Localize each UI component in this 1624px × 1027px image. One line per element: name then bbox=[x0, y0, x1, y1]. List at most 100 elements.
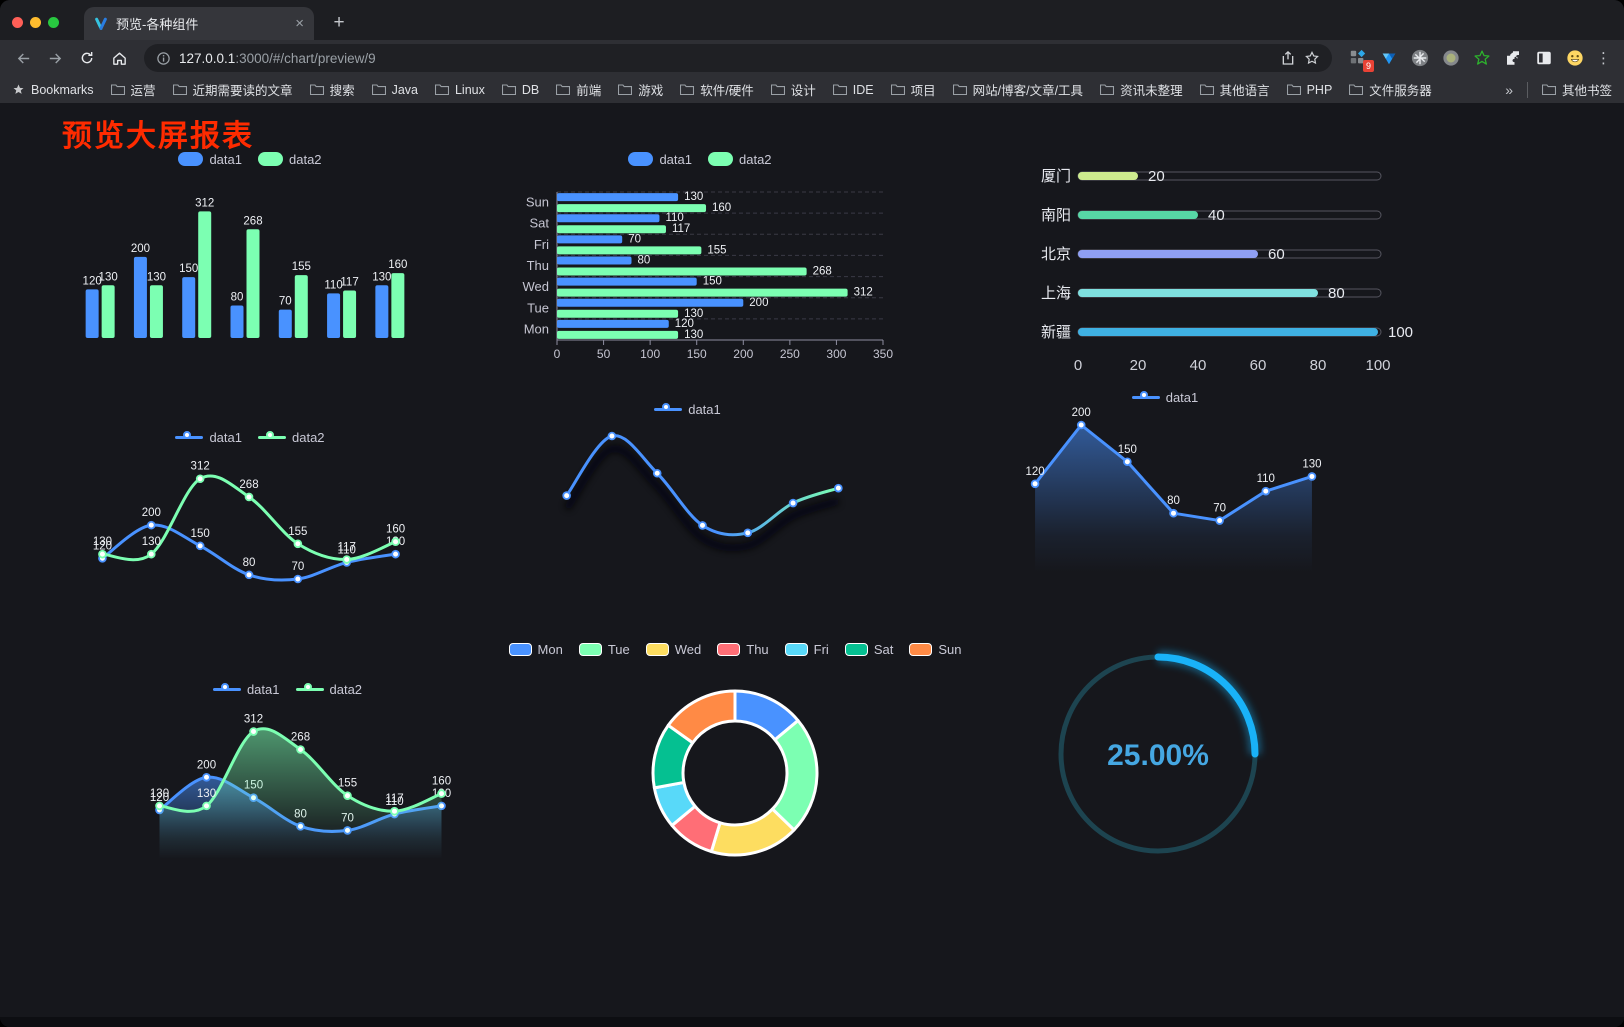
grid-extension-icon[interactable]: 9 bbox=[1348, 48, 1374, 72]
folder-icon bbox=[1100, 84, 1115, 95]
bookmark-item[interactable]: 其他语言 bbox=[1199, 80, 1270, 99]
bookmarks-overflow-icon[interactable]: » bbox=[1505, 81, 1513, 98]
svg-text:200: 200 bbox=[197, 759, 216, 771]
back-button[interactable] bbox=[10, 45, 36, 71]
legend-item[interactable]: Wed bbox=[645, 642, 701, 657]
legend-swatch bbox=[258, 431, 286, 444]
bookmark-item[interactable]: 项目 bbox=[890, 80, 936, 99]
svg-text:110: 110 bbox=[385, 796, 403, 808]
chart-legend: data1 data2 bbox=[40, 146, 460, 172]
svg-text:0: 0 bbox=[554, 347, 561, 361]
bookmark-item[interactable]: 文件服务器 bbox=[1349, 80, 1432, 99]
svg-text:厦门: 厦门 bbox=[1041, 168, 1071, 185]
legend-item[interactable]: data2 bbox=[258, 152, 322, 167]
svg-text:70: 70 bbox=[628, 233, 641, 245]
svg-text:312: 312 bbox=[195, 197, 214, 209]
svg-text:100: 100 bbox=[640, 347, 660, 361]
legend-item[interactable]: data1 bbox=[178, 152, 242, 167]
bookmarks-bar: Bookmarks 运营 近期需要读的文章 搜索 Java Linux DB 前端 游戏 软件/… bbox=[0, 76, 1624, 103]
pinwheel-extension-icon[interactable] bbox=[1410, 48, 1430, 68]
legend-item[interactable]: data2 bbox=[258, 430, 325, 445]
address-bar[interactable]: 127.0.0.1:3000/#/chart/preview/9 bbox=[144, 44, 1332, 72]
new-tab-button[interactable]: + bbox=[333, 12, 345, 33]
bookmarks-manager[interactable]: Bookmarks bbox=[12, 83, 94, 97]
legend-item[interactable]: data1 bbox=[175, 430, 242, 445]
folder-icon bbox=[832, 84, 847, 95]
legend-item[interactable]: data2 bbox=[295, 682, 362, 697]
legend-item[interactable]: data1 bbox=[628, 152, 692, 167]
legend-item[interactable]: Sat bbox=[844, 642, 893, 657]
record-extension-icon[interactable] bbox=[1441, 48, 1461, 68]
forward-button[interactable] bbox=[42, 45, 68, 71]
svg-text:新疆: 新疆 bbox=[1041, 324, 1071, 341]
emoji-extension-icon[interactable] bbox=[1565, 48, 1585, 68]
svg-text:312: 312 bbox=[191, 461, 210, 473]
gauge-chart-panel: 25.00% bbox=[1048, 642, 1268, 866]
tab-close-icon[interactable]: × bbox=[295, 15, 304, 32]
legend-item[interactable]: data1 bbox=[1131, 390, 1198, 405]
legend-item[interactable]: Sun bbox=[909, 642, 961, 657]
toolbar: 127.0.0.1:3000/#/chart/preview/9 9 bbox=[0, 40, 1624, 76]
bookmark-item[interactable]: PHP bbox=[1286, 80, 1332, 99]
home-button[interactable] bbox=[106, 45, 132, 71]
svg-text:100: 100 bbox=[1388, 324, 1413, 341]
close-window-button[interactable] bbox=[12, 17, 23, 28]
share-icon[interactable] bbox=[1280, 50, 1296, 66]
legend-swatch bbox=[708, 152, 733, 166]
legend-item[interactable]: Fri bbox=[784, 642, 829, 657]
legend-item[interactable]: Thu bbox=[717, 642, 769, 657]
bookmark-item[interactable]: 搜索 bbox=[309, 80, 355, 99]
svg-text:80: 80 bbox=[1167, 495, 1180, 507]
legend-item[interactable]: Mon bbox=[508, 642, 563, 657]
svg-text:80: 80 bbox=[231, 292, 244, 304]
bookmark-item[interactable]: 前端 bbox=[556, 80, 601, 99]
svg-text:200: 200 bbox=[749, 297, 768, 309]
star-icon[interactable] bbox=[1304, 50, 1320, 66]
svg-text:20: 20 bbox=[1148, 168, 1165, 185]
green-star-extension-icon[interactable] bbox=[1472, 48, 1492, 68]
svg-text:130: 130 bbox=[99, 271, 118, 283]
bookmark-item[interactable]: 网站/博客/文章/工具 bbox=[952, 80, 1083, 99]
divider bbox=[1526, 81, 1528, 98]
legend-item[interactable]: Tue bbox=[578, 642, 630, 657]
chart-legend: data1 data2 bbox=[100, 676, 475, 702]
bar-grouped-canvas: 120 200 150 80 70 110 130 130 130 312 268 155 117 160 bbox=[83, 197, 407, 338]
svg-text:268: 268 bbox=[813, 266, 832, 278]
browser-menu-icon[interactable]: ⋮ bbox=[1596, 50, 1611, 67]
url-text: 127.0.0.1:3000/#/chart/preview/9 bbox=[179, 50, 376, 66]
reload-button[interactable] bbox=[74, 45, 100, 71]
svg-text:120: 120 bbox=[1025, 466, 1044, 478]
svg-text:130: 130 bbox=[684, 308, 703, 320]
legend-item[interactable]: data1 bbox=[212, 682, 280, 697]
svg-text:130: 130 bbox=[684, 329, 703, 341]
folder-icon bbox=[1541, 84, 1556, 95]
bookmark-item[interactable]: IDE bbox=[832, 80, 874, 99]
legend-item[interactable]: data2 bbox=[708, 152, 772, 167]
other-bookmarks[interactable]: 其他书签 bbox=[1541, 80, 1612, 99]
info-icon[interactable] bbox=[156, 51, 171, 66]
svg-text:60: 60 bbox=[1268, 246, 1285, 263]
bookmark-item[interactable]: 近期需要读的文章 bbox=[172, 80, 293, 99]
bookmark-item[interactable]: 游戏 bbox=[618, 80, 663, 99]
bookmark-item[interactable]: DB bbox=[501, 80, 539, 99]
svg-text:130: 130 bbox=[684, 191, 703, 203]
minimize-window-button[interactable] bbox=[30, 17, 41, 28]
gem-extension-icon[interactable] bbox=[1379, 48, 1399, 68]
browser-tab[interactable]: 预览-各种组件 × bbox=[84, 7, 314, 40]
bookmark-item[interactable]: Linux bbox=[434, 80, 485, 99]
bookmark-item[interactable]: Java bbox=[371, 80, 418, 99]
bar-chart-panel: data1 data2 120 200 150 80 70 110 130 130 130 312 26… bbox=[40, 146, 460, 364]
puzzle-extensions-icon[interactable] bbox=[1503, 48, 1523, 68]
line-chart-panel: data1data2120200150807011013013013031226… bbox=[40, 424, 460, 639]
chart-legend: data1 data2 bbox=[40, 424, 460, 450]
sidebar-icon[interactable] bbox=[1534, 48, 1554, 68]
svg-text:150: 150 bbox=[687, 347, 707, 361]
bookmark-item[interactable]: 资讯未整理 bbox=[1100, 80, 1183, 99]
maximize-window-button[interactable] bbox=[48, 17, 59, 28]
svg-text:0: 0 bbox=[1074, 357, 1082, 374]
legend-item[interactable]: data1 bbox=[654, 402, 721, 417]
bookmark-item[interactable]: 设计 bbox=[770, 80, 816, 99]
bookmark-item[interactable]: 运营 bbox=[110, 80, 156, 99]
folder-icon bbox=[618, 84, 633, 95]
bookmark-item[interactable]: 软件/硬件 bbox=[680, 80, 754, 99]
